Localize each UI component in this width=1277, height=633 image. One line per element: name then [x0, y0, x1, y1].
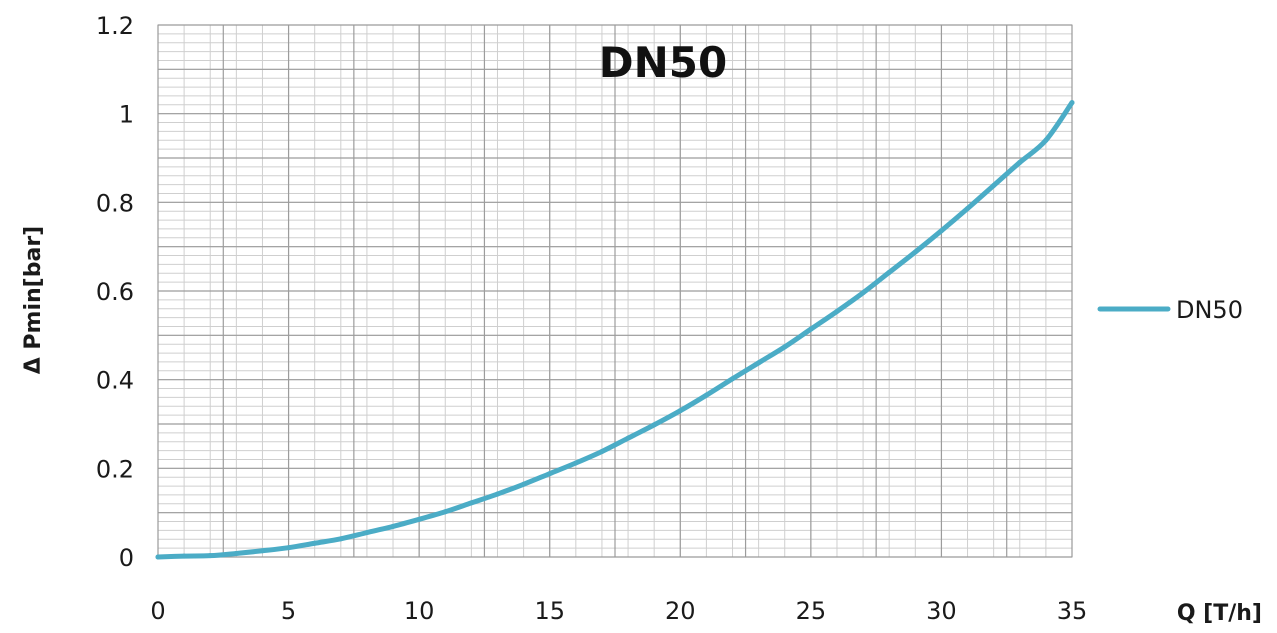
x-tick-label: 0 [150, 597, 165, 625]
data-point [703, 392, 709, 398]
data-point [677, 408, 683, 414]
data-point [547, 471, 553, 477]
data-point [808, 326, 814, 332]
series-group [155, 100, 1075, 560]
legend: DN50 [1097, 296, 1243, 324]
x-axis-ticks: 0 5 10 15 20 25 30 35 [150, 597, 1087, 625]
x-tick-label: 25 [796, 597, 827, 625]
data-point [338, 536, 344, 542]
data-point [886, 269, 892, 275]
major-gridlines [157, 24, 1073, 558]
y-tick-label: 1 [119, 101, 134, 129]
data-point [965, 206, 971, 212]
data-point [573, 460, 579, 466]
data-point [207, 553, 213, 559]
data-point [938, 228, 944, 234]
x-tick-label: 30 [926, 597, 957, 625]
data-point [364, 530, 370, 536]
data-point [991, 182, 997, 188]
data-point [390, 523, 396, 529]
x-axis-label: Q [T/h] [1177, 601, 1262, 626]
data-point [860, 290, 866, 296]
y-tick-label: 1.2 [96, 12, 134, 40]
data-point [730, 376, 736, 382]
y-tick-label: 0 [119, 544, 134, 572]
data-point [1069, 100, 1075, 106]
data-point [312, 540, 318, 546]
x-tick-label: 20 [665, 597, 696, 625]
data-point [912, 249, 918, 255]
data-point [286, 545, 292, 551]
data-point [834, 308, 840, 314]
data-point [468, 500, 474, 506]
y-tick-label: 0.6 [96, 278, 134, 306]
x-tick-label: 15 [534, 597, 565, 625]
data-point [259, 548, 265, 554]
y-axis-label: Δ Pmin[bar] [21, 226, 46, 375]
data-point [1017, 159, 1023, 165]
y-tick-label: 0.2 [96, 455, 134, 483]
data-point [181, 553, 187, 559]
data-point [625, 435, 631, 441]
y-tick-label: 0.8 [96, 189, 134, 217]
data-point [756, 360, 762, 366]
data-point [442, 509, 448, 515]
data-point [155, 554, 161, 560]
legend-label-dn50: DN50 [1176, 296, 1243, 324]
plot-area-border [157, 24, 1073, 558]
data-point [521, 481, 527, 487]
x-tick-label: 10 [404, 597, 435, 625]
y-tick-label: 0.4 [96, 367, 134, 395]
data-point [1043, 137, 1049, 143]
chart-title: DN50 [599, 38, 727, 87]
data-point [651, 422, 657, 428]
x-tick-label: 35 [1057, 597, 1088, 625]
data-point [782, 344, 788, 350]
y-axis-ticks: 0 0.2 0.4 0.6 0.8 1 1.2 [96, 12, 134, 572]
x-tick-label: 5 [281, 597, 296, 625]
data-point [416, 516, 422, 522]
data-point [494, 491, 500, 497]
data-point [599, 448, 605, 454]
data-point [233, 550, 239, 556]
